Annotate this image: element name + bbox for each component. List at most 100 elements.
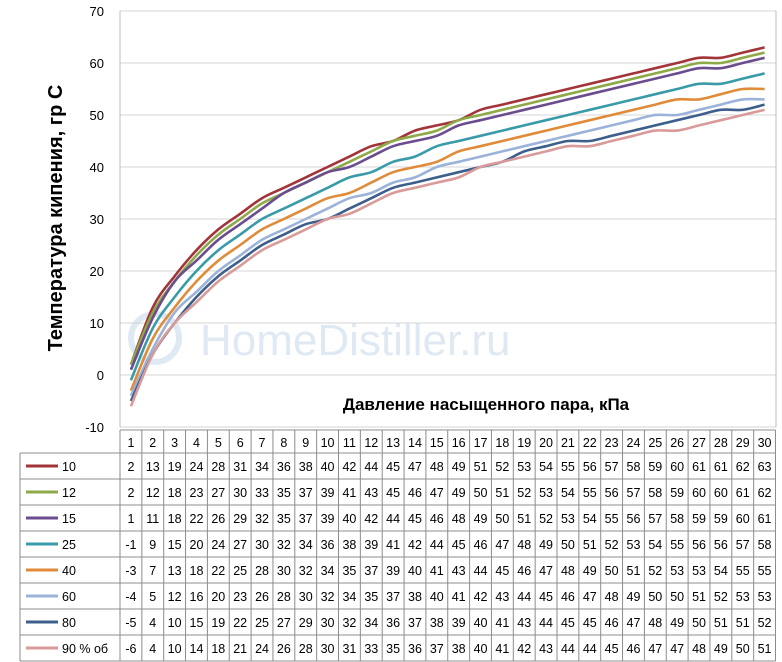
data-label: 49 <box>670 616 684 630</box>
x-tick-label: 14 <box>408 436 422 450</box>
data-label: 24 <box>211 538 225 552</box>
data-label: 59 <box>648 460 662 474</box>
data-label: 49 <box>452 460 466 474</box>
data-label: 52 <box>517 486 531 500</box>
x-tick-label: 10 <box>321 436 335 450</box>
data-label: 47 <box>583 590 597 604</box>
data-label: 55 <box>561 460 575 474</box>
data-label: 41 <box>386 538 400 552</box>
legend-entry: 15 <box>62 512 76 526</box>
data-label: 40 <box>408 564 422 578</box>
data-label: 42 <box>408 538 422 552</box>
y-tick-label: 0 <box>97 368 104 383</box>
x-tick-label: 18 <box>495 436 509 450</box>
x-tick-label: 26 <box>670 436 684 450</box>
x-tick-label: 4 <box>193 436 200 450</box>
data-label: 41 <box>495 616 509 630</box>
x-axis-title: Давление насыщенного пара, кПа <box>343 395 630 414</box>
data-label: 2 <box>127 486 134 500</box>
data-label: 50 <box>648 590 662 604</box>
legend-entry: 25 <box>62 538 76 552</box>
data-label: 46 <box>561 590 575 604</box>
data-label: 4 <box>149 616 156 630</box>
data-label: 39 <box>386 564 400 578</box>
series-line-90-об <box>129 108 765 407</box>
data-label: 56 <box>714 538 728 552</box>
data-label: 13 <box>168 564 182 578</box>
data-label: 11 <box>146 512 159 526</box>
data-label: 30 <box>255 538 269 552</box>
data-label: 15 <box>168 538 182 552</box>
data-label: 57 <box>648 512 662 526</box>
data-label: 38 <box>299 460 313 474</box>
data-label: 59 <box>692 512 706 526</box>
data-label: 40 <box>342 512 356 526</box>
legend-entry: 12 <box>62 486 76 500</box>
data-label: 49 <box>583 564 597 578</box>
data-label: 21 <box>233 642 247 656</box>
watermark: HomeDistiller.ru <box>128 311 511 365</box>
data-label: 61 <box>758 512 772 526</box>
data-label: 34 <box>321 564 335 578</box>
data-label: 22 <box>190 512 204 526</box>
data-label: 13 <box>146 460 160 474</box>
data-label: 25 <box>255 616 269 630</box>
data-label: 37 <box>408 616 422 630</box>
data-label: 60 <box>714 486 728 500</box>
data-label: 34 <box>255 460 269 474</box>
data-label: 44 <box>561 642 575 656</box>
data-label: 45 <box>495 564 509 578</box>
data-label: 36 <box>386 616 400 630</box>
plot-lines <box>129 46 765 407</box>
data-label: 47 <box>539 564 553 578</box>
data-label: 44 <box>474 564 488 578</box>
data-label: 35 <box>342 564 356 578</box>
data-label: 33 <box>364 642 378 656</box>
y-tick-label: 20 <box>90 264 104 279</box>
data-label: 48 <box>452 512 466 526</box>
x-tick-label: 1 <box>127 436 134 450</box>
data-label: 46 <box>408 486 422 500</box>
data-label: 47 <box>408 460 422 474</box>
data-label: 56 <box>627 512 641 526</box>
data-label: 28 <box>277 590 291 604</box>
data-label: 35 <box>277 512 291 526</box>
data-label: 32 <box>342 616 356 630</box>
data-label: 45 <box>386 486 400 500</box>
data-label: 4 <box>149 642 156 656</box>
data-label: 50 <box>670 590 684 604</box>
data-label: 27 <box>233 538 247 552</box>
x-tick-label: 19 <box>517 436 531 450</box>
data-label: 54 <box>539 460 553 474</box>
data-label: 51 <box>517 512 531 526</box>
x-tick-label: 13 <box>386 436 400 450</box>
data-label: 46 <box>627 642 641 656</box>
data-label: 57 <box>627 486 641 500</box>
data-label: 37 <box>386 590 400 604</box>
x-tick-label: 9 <box>302 436 309 450</box>
y-tick-label: 50 <box>90 108 104 123</box>
data-label: 46 <box>430 512 444 526</box>
data-label: 27 <box>277 616 291 630</box>
data-label: 57 <box>736 538 750 552</box>
data-label: 20 <box>211 590 225 604</box>
data-label: 54 <box>583 512 597 526</box>
y-tick-label: 60 <box>90 56 104 71</box>
data-label: 44 <box>539 616 553 630</box>
data-label: 43 <box>517 616 531 630</box>
data-label: 53 <box>561 512 575 526</box>
data-label: 51 <box>583 538 597 552</box>
data-label: 45 <box>605 642 619 656</box>
data-label: 19 <box>211 616 225 630</box>
data-label: 18 <box>190 564 204 578</box>
x-tick-label: 22 <box>583 436 597 450</box>
data-label: 54 <box>648 538 662 552</box>
series-line-25 <box>129 72 765 381</box>
data-label: 38 <box>452 642 466 656</box>
axis-labels: Температура кипения, гр С Давление насыщ… <box>45 4 630 435</box>
data-label: 31 <box>342 642 356 656</box>
data-label: -5 <box>125 616 136 630</box>
x-tick-label: 30 <box>758 436 772 450</box>
data-label: 50 <box>605 564 619 578</box>
x-tick-label: 8 <box>280 436 287 450</box>
